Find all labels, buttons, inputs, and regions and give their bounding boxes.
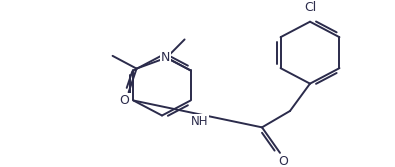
Text: O: O [120,94,130,107]
Text: NH: NH [191,115,209,128]
Text: N: N [161,51,170,64]
Text: Cl: Cl [304,1,316,14]
Text: O: O [278,155,288,167]
